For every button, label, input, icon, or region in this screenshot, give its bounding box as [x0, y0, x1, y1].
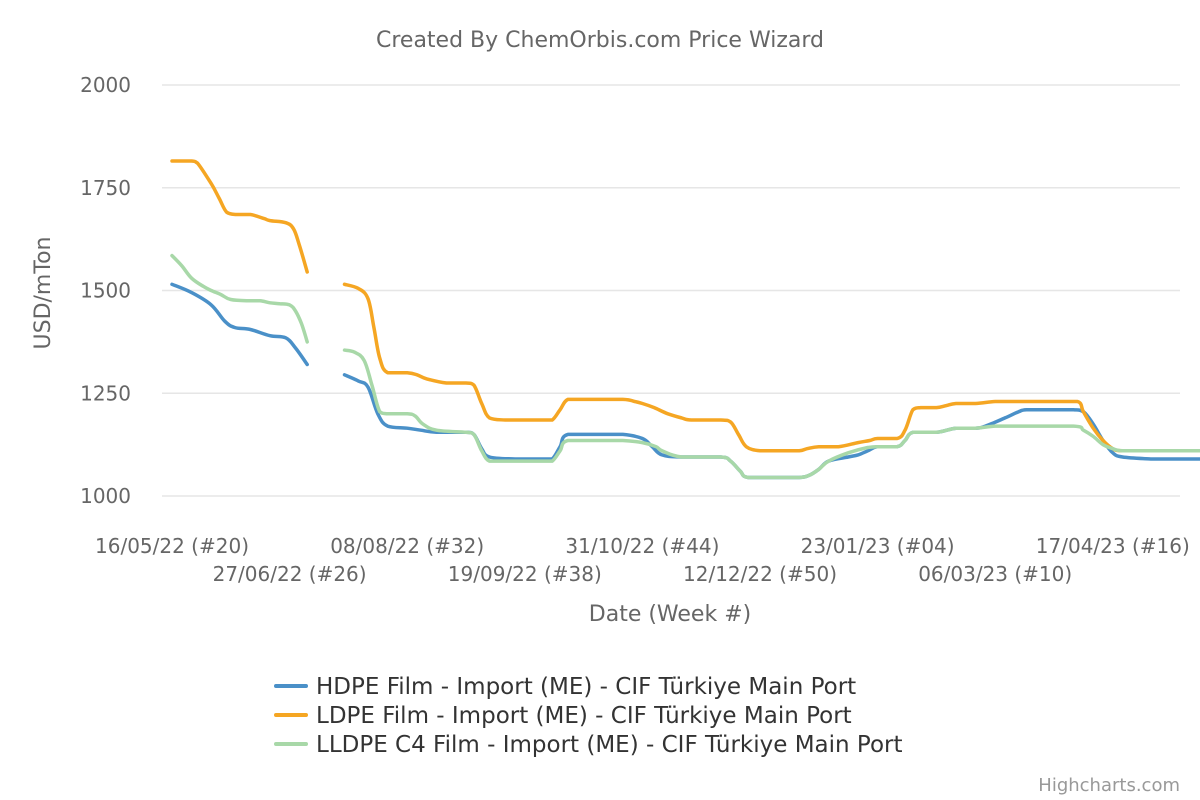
y-tick-label: 1500 [80, 279, 131, 303]
series-line[interactable] [170, 159, 309, 274]
legend-label: LDPE Film - Import (ME) - CIF Türkiye Ma… [316, 703, 852, 729]
x-tick-label: 19/09/22 (#38) [448, 562, 602, 586]
x-tick-label: 23/01/23 (#04) [801, 534, 955, 558]
series-line[interactable] [342, 348, 1200, 480]
x-axis-title: Date (Week #) [589, 602, 751, 627]
y-tick-label: 1750 [80, 176, 131, 200]
chart-title: Created By ChemOrbis.com Price Wizard [376, 28, 824, 53]
legend-label: LLDPE C4 Film - Import (ME) - CIF Türkiy… [316, 732, 903, 758]
legend-item-2[interactable]: LDPE Film - Import (ME) - CIF Türkiye Ma… [274, 703, 852, 729]
x-tick-label: 06/03/23 (#10) [918, 562, 1072, 586]
series-group [170, 159, 1200, 480]
y-tick-label: 1000 [80, 484, 131, 508]
y-tick-label: 1250 [80, 381, 131, 405]
series-1[interactable] [170, 282, 1200, 480]
legend-label: HDPE Film - Import (ME) - CIF Türkiye Ma… [316, 674, 856, 700]
series-line[interactable] [170, 253, 309, 344]
y-axis-ticks: 1000 1250 1500 1750 2000 [80, 73, 131, 508]
y-tick-label: 2000 [80, 73, 131, 97]
legend-item-1[interactable]: HDPE Film - Import (ME) - CIF Türkiye Ma… [274, 674, 856, 700]
credits-link[interactable]: Highcharts.com [1038, 775, 1180, 796]
series-line[interactable] [170, 282, 309, 367]
x-tick-label: 17/04/23 (#16) [1036, 534, 1190, 558]
x-axis-ticks: 16/05/22 (#20) 27/06/22 (#26) 08/08/22 (#3… [95, 534, 1190, 586]
legend: HDPE Film - Import (ME) - CIF Türkiye Ma… [274, 674, 903, 758]
x-tick-label: 16/05/22 (#20) [95, 534, 249, 558]
y-axis-title: USD/mTon [31, 237, 56, 350]
x-tick-label: 27/06/22 (#26) [213, 562, 367, 586]
x-tick-label: 31/10/22 (#44) [565, 534, 719, 558]
series-3[interactable] [170, 253, 1200, 480]
x-tick-label: 08/08/22 (#32) [330, 534, 484, 558]
legend-item-3[interactable]: LLDPE C4 Film - Import (ME) - CIF Türkiy… [274, 732, 903, 758]
grid [162, 84, 1180, 497]
series-2[interactable] [170, 159, 1200, 465]
series-line[interactable] [342, 282, 1200, 465]
x-tick-label: 12/12/22 (#50) [683, 562, 837, 586]
